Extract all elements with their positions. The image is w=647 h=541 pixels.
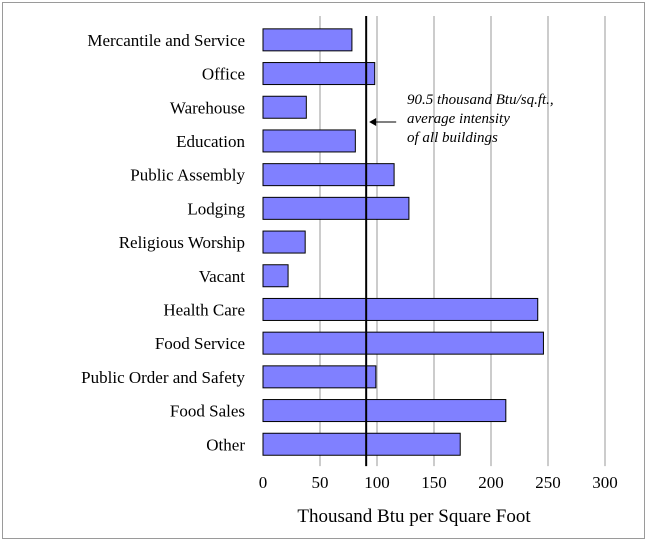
category-label-9: Food Service <box>155 334 245 353</box>
bar-12 <box>262 432 461 456</box>
x-tick-300: 300 <box>592 473 618 492</box>
annotation-line-1: average intensity <box>407 111 510 127</box>
category-label-6: Religious Worship <box>119 233 245 252</box>
x-tick-labels: 0 50 100 150 200 250 300 <box>259 473 618 492</box>
x-tick-100: 100 <box>364 473 390 492</box>
bars <box>262 28 544 456</box>
reference-line-group: 90.5 thousand Btu/sq.ft., average intensi… <box>365 16 554 467</box>
bar-6 <box>262 230 306 254</box>
category-label-7: Vacant <box>199 267 246 286</box>
category-labels: Mercantile and Service Office Warehouse Edu… <box>81 31 245 454</box>
bar-3 <box>262 129 356 153</box>
bar-11 <box>262 399 507 423</box>
annotation-arrow-head <box>369 118 377 126</box>
category-label-1: Office <box>202 65 245 84</box>
category-label-0: Mercantile and Service <box>87 31 245 50</box>
bar-0 <box>262 28 353 52</box>
x-axis-title: Thousand Btu per Square Foot <box>297 506 531 527</box>
category-label-2: Warehouse <box>170 98 245 117</box>
category-label-3: Education <box>176 132 245 151</box>
category-label-10: Public Order and Safety <box>81 368 245 387</box>
category-label-8: Health Care <box>163 300 245 319</box>
x-tick-0: 0 <box>259 473 268 492</box>
x-tick-50: 50 <box>312 473 329 492</box>
annotation-line-2: of all buildings <box>407 130 498 146</box>
gridlines <box>319 16 606 467</box>
annotation-line-0: 90.5 thousand Btu/sq.ft., <box>407 92 554 108</box>
bar-7 <box>262 264 289 288</box>
category-label-11: Food Sales <box>170 402 245 421</box>
bar-5 <box>262 196 410 220</box>
category-label-12: Other <box>206 435 245 454</box>
x-tick-150: 150 <box>421 473 447 492</box>
bar-2 <box>262 95 307 119</box>
bar-8 <box>262 297 539 321</box>
bar-4 <box>262 163 395 187</box>
category-label-4: Public Assembly <box>130 166 245 185</box>
bar-9 <box>262 331 544 355</box>
x-tick-250: 250 <box>535 473 561 492</box>
category-label-5: Lodging <box>187 199 245 218</box>
bar-10 <box>262 365 377 389</box>
bar-1 <box>262 62 376 86</box>
x-tick-200: 200 <box>478 473 504 492</box>
